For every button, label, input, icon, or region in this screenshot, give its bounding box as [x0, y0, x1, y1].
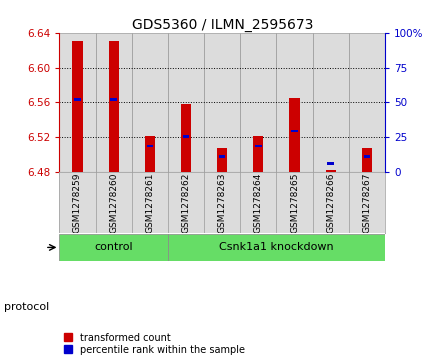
Text: GSM1278260: GSM1278260: [109, 172, 118, 233]
Bar: [110, 98, 117, 101]
Text: GSM1278263: GSM1278263: [218, 172, 227, 233]
Bar: [276, 33, 313, 172]
Bar: [181, 104, 191, 172]
Bar: [95, 33, 132, 172]
Bar: [59, 33, 95, 172]
Bar: [363, 155, 370, 158]
Text: GSM1278261: GSM1278261: [145, 172, 154, 233]
Text: control: control: [94, 242, 133, 252]
Bar: [109, 41, 119, 172]
Bar: [204, 33, 240, 172]
Bar: [290, 98, 300, 172]
Bar: [362, 148, 372, 172]
Bar: [255, 145, 262, 147]
Bar: [73, 41, 83, 172]
Bar: [217, 148, 227, 172]
Text: GSM1278264: GSM1278264: [254, 172, 263, 233]
Bar: [349, 33, 385, 172]
Bar: [219, 155, 225, 158]
Bar: [327, 162, 334, 165]
Bar: [74, 98, 81, 101]
Title: GDS5360 / ILMN_2595673: GDS5360 / ILMN_2595673: [132, 18, 313, 32]
Bar: [147, 145, 153, 147]
Text: Csnk1a1 knockdown: Csnk1a1 knockdown: [219, 242, 334, 252]
Text: GSM1278259: GSM1278259: [73, 172, 82, 233]
Bar: [132, 33, 168, 172]
Bar: [59, 234, 168, 261]
Bar: [253, 135, 264, 172]
Bar: [326, 170, 336, 172]
Bar: [291, 130, 298, 132]
Text: protocol: protocol: [4, 302, 50, 312]
Text: GSM1278265: GSM1278265: [290, 172, 299, 233]
Bar: [145, 135, 155, 172]
Text: GSM1278267: GSM1278267: [363, 172, 371, 233]
Bar: [168, 33, 204, 172]
Bar: [168, 234, 385, 261]
Bar: [313, 33, 349, 172]
Bar: [240, 33, 276, 172]
Legend: transformed count, percentile rank within the sample: transformed count, percentile rank withi…: [64, 333, 245, 355]
Bar: [183, 135, 189, 138]
Text: GSM1278262: GSM1278262: [182, 172, 191, 233]
Text: GSM1278266: GSM1278266: [326, 172, 335, 233]
